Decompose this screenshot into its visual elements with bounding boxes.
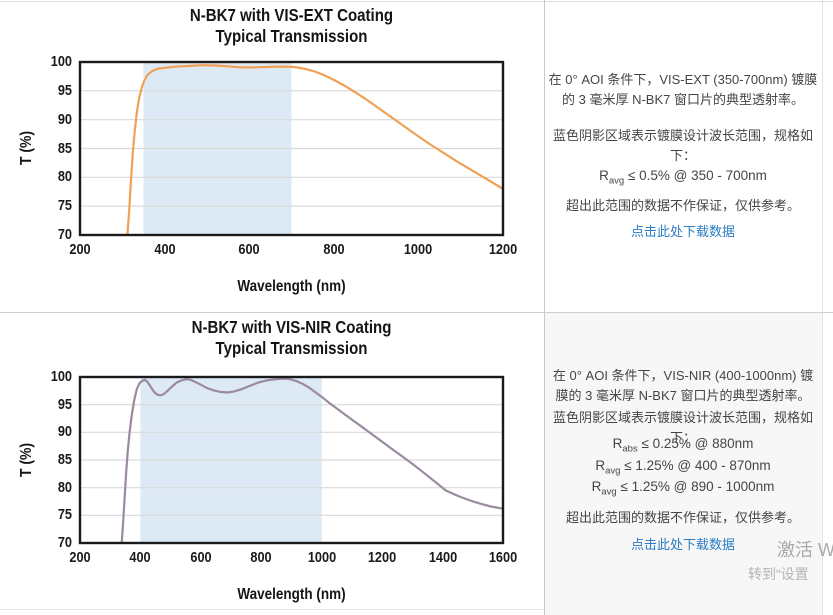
windows-activation-watermark-line1: 激活 W xyxy=(777,540,833,560)
spec-line: Ravg ≤ 1.25% @ 400 - 870nm xyxy=(595,457,771,477)
y-tick-label: 70 xyxy=(57,226,72,243)
x-tick-label: 600 xyxy=(238,241,260,258)
download-link-row: 点击此处下载数据 xyxy=(547,221,819,241)
disclaimer-note: 超出此范围的数据不作保证，仅供参考。 xyxy=(565,510,800,525)
x-tick-label: 400 xyxy=(153,241,176,258)
transmission-curve xyxy=(126,64,505,237)
plot-border xyxy=(78,375,505,545)
x-axis-label: Wavelength (nm) xyxy=(237,586,346,603)
horizontal-divider xyxy=(0,312,833,313)
windows-activation-watermark-line2: 转到“设置 xyxy=(748,566,809,582)
x-tick-label: 1200 xyxy=(488,241,518,258)
x-tick-label: 1000 xyxy=(404,241,433,258)
y-tick-label: 85 xyxy=(57,451,72,468)
plot-border xyxy=(78,60,505,237)
x-tick-label: 1600 xyxy=(488,549,518,566)
y-tick-label: 95 xyxy=(57,81,72,99)
spec-line: Rabs ≤ 0.25% @ 880nm xyxy=(612,436,754,455)
spec-line: Ravg ≤ 0.5% @ 350 - 700nm xyxy=(599,168,767,187)
x-tick-label: 200 xyxy=(69,241,91,258)
download-data-link[interactable]: 点击此处下载数据 xyxy=(630,224,735,239)
coating-specs: Ravg ≤ 0.5% @ 350 - 700nm xyxy=(547,168,819,190)
download-link-row: 点击此处下载数据 xyxy=(547,534,819,554)
description-paragraph: 在 0° AOI 条件下，VIS-NIR (400-1000nm) 镀膜的 3 … xyxy=(552,368,814,403)
y-tick-label: 90 xyxy=(57,110,72,128)
x-axis-label: Wavelength (nm) xyxy=(237,278,346,295)
x-tick-label: 1400 xyxy=(428,549,457,566)
x-tick-label: 1200 xyxy=(367,549,397,566)
y-axis-label: T (%) xyxy=(18,442,35,478)
y-tick-label: 95 xyxy=(57,395,72,413)
bottom-divider xyxy=(0,609,544,610)
transmission-curve xyxy=(120,377,505,545)
plot-area-vis-nir xyxy=(78,375,505,545)
info-panel-vis-nir-bg xyxy=(544,313,822,615)
plot-area-vis-ext xyxy=(78,60,505,237)
chart-title-line2: Typical Transmission xyxy=(215,26,368,46)
shaded-region-note: 蓝色阴影区域表示镀膜设计波长范围，规格如下： xyxy=(552,410,813,445)
x-tick-label: 1000 xyxy=(307,549,336,566)
chart-title-line2: Typical Transmission xyxy=(215,338,368,358)
y-tick-label: 80 xyxy=(57,168,72,186)
description-paragraph: 在 0° AOI 条件下，VIS-EXT (350-700nm) 镀膜的 3 毫… xyxy=(548,72,818,107)
x-tick-label: 600 xyxy=(190,549,212,566)
y-tick-label: 80 xyxy=(57,478,72,496)
spec-line: Ravg ≤ 1.25% @ 890 - 1000nm xyxy=(591,479,775,499)
vertical-divider xyxy=(544,0,545,615)
chart-title-vis-nir: N-BK7 with VIS-NIR Coating Typical Trans… xyxy=(110,317,474,359)
y-tick-label: 100 xyxy=(50,53,72,70)
disclaimer-note: 超出此范围的数据不作保证，仅供参考。 xyxy=(565,198,800,213)
y-tick-label: 75 xyxy=(57,506,72,524)
info-panel-vis-ext-bg xyxy=(544,0,822,313)
download-data-link[interactable]: 点击此处下载数据 xyxy=(630,537,735,552)
y-tick-label: 70 xyxy=(57,534,72,551)
x-tick-label: 400 xyxy=(129,549,152,566)
chart-title-line1: N-BK7 with VIS-EXT Coating xyxy=(189,5,394,25)
x-tick-label: 200 xyxy=(69,549,91,566)
x-tick-label: 800 xyxy=(323,241,345,258)
shaded-region-note: 蓝色阴影区域表示镀膜设计波长范围，规格如下： xyxy=(552,128,813,163)
coating-specs: Rabs ≤ 0.25% @ 880nm Ravg ≤ 1.25% @ 400 -… xyxy=(547,436,819,501)
x-tick-label: 800 xyxy=(250,549,272,566)
top-divider xyxy=(0,1,833,2)
y-tick-label: 75 xyxy=(57,197,72,215)
y-tick-label: 100 xyxy=(50,368,72,385)
chart-title-vis-ext: N-BK7 with VIS-EXT Coating Typical Trans… xyxy=(110,5,474,47)
y-tick-label: 90 xyxy=(57,423,72,441)
right-edge-strip xyxy=(822,0,833,615)
chart-title-line1: N-BK7 with VIS-NIR Coating xyxy=(191,317,392,337)
y-tick-label: 85 xyxy=(57,139,72,157)
